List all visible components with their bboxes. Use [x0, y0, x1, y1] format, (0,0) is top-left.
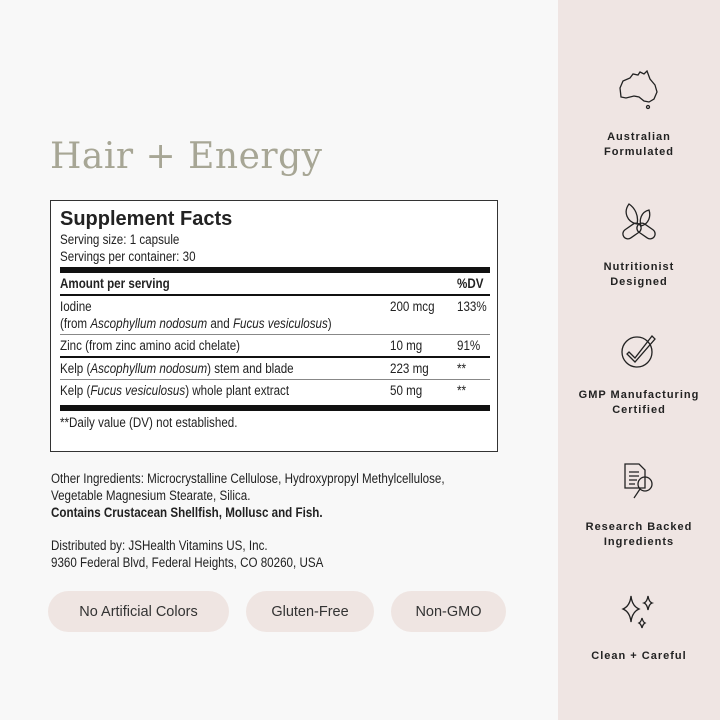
- feature-research-backed: Research Backed Ingredients: [558, 462, 720, 550]
- nutrient-amount: 223 mg: [390, 361, 429, 376]
- nutrient-name: Zinc (from zinc amino acid chelate): [60, 338, 241, 353]
- nutrient-name: Kelp (Fucus vesiculosus) whole plant ext…: [60, 383, 290, 398]
- badge-gluten-free: Gluten-Free: [246, 591, 374, 632]
- nutrient-dv: 91%: [457, 338, 481, 353]
- feature-nutritionist-designed: Nutritionist Designed: [558, 202, 720, 290]
- check-circle-icon: [621, 335, 656, 368]
- nutrient-amount: 50 mg: [390, 383, 423, 398]
- amount-header-row: Amount per serving %DV: [60, 273, 490, 294]
- nutrient-source: (from Ascophyllum nodosum and Fucus vesi…: [60, 316, 332, 331]
- allergen-statement: Contains Crustacean Shellfish, Mollusc a…: [51, 505, 323, 520]
- serving-size: Serving size: 1 capsule: [60, 232, 180, 247]
- footnote: **Daily value (DV) not established.: [60, 415, 238, 430]
- feature-australian-formulated: Australian Formulated: [558, 70, 720, 160]
- other-ingredients: Other Ingredients: Microcrystalline Cell…: [51, 471, 445, 520]
- nutrient-dv: **: [457, 383, 467, 398]
- features-sidebar: Australian Formulated Nutritionist Designe…: [558, 0, 720, 720]
- badge-non-gmo: Non-GMO: [391, 591, 506, 632]
- amount-header: Amount per serving: [60, 276, 170, 291]
- feature-gmp-certified: GMP Manufacturing Certified: [558, 330, 720, 418]
- page-title: Hair + Energy: [50, 136, 323, 177]
- document-search-icon: [624, 463, 653, 499]
- nutrient-row: Zinc (from zinc amino acid chelate) 10 m…: [60, 335, 490, 356]
- nutrient-row: Kelp (Ascophyllum nodosum) stem and blad…: [60, 358, 490, 379]
- badge-no-artificial-colors: No Artificial Colors: [48, 591, 229, 632]
- nutrient-row: Kelp (Fucus vesiculosus) whole plant ext…: [60, 380, 490, 401]
- feature-clean-careful: Clean + Careful: [558, 592, 720, 664]
- supplement-facts-panel: Supplement Facts Serving size: 1 capsule…: [50, 200, 498, 452]
- nutrient-name: Iodine: [60, 299, 92, 314]
- distributor: Distributed by: JSHealth Vitamins US, In…: [51, 538, 324, 570]
- nutrient-dv: 133%: [457, 299, 487, 314]
- nutrient-dv: **: [457, 361, 467, 376]
- sparkles-icon: [621, 595, 655, 629]
- servings-per-container: Servings per container: 30: [60, 249, 196, 264]
- facts-heading: Supplement Facts: [60, 208, 233, 230]
- nutrient-amount: 200 mcg: [390, 299, 435, 314]
- nutrient-row: Iodine (from Ascophyllum nodosum and Fuc…: [60, 296, 490, 334]
- australia-icon: [619, 70, 658, 110]
- leaf-capsule-icon: [622, 203, 656, 240]
- nutrient-name: Kelp (Ascophyllum nodosum) stem and blad…: [60, 361, 294, 376]
- dv-header: %DV: [457, 276, 484, 291]
- nutrient-amount: 10 mg: [390, 338, 423, 353]
